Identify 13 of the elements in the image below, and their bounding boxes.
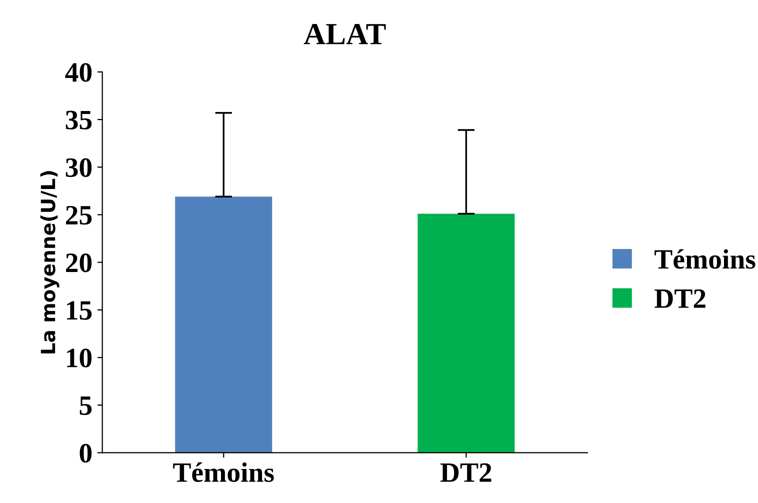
y-tick-label: 10 <box>67 348 92 368</box>
legend-label: Témoins <box>654 249 756 269</box>
y-tick-label: 25 <box>66 206 92 225</box>
chart-title: ALAT <box>304 24 386 44</box>
legend-label: DT2 <box>654 289 706 308</box>
y-tick-label: 5 <box>80 396 92 416</box>
y-tick-label: 0 <box>80 444 92 463</box>
y-tick-label: 30 <box>66 158 92 178</box>
y-tick-label: 20 <box>66 253 92 272</box>
y-tick-label: 35 <box>66 110 92 130</box>
y-tick-label: 40 <box>65 63 92 82</box>
y-axis-title: La moyenne(U/L) <box>40 171 60 354</box>
y-tick-label: 15 <box>67 301 92 320</box>
